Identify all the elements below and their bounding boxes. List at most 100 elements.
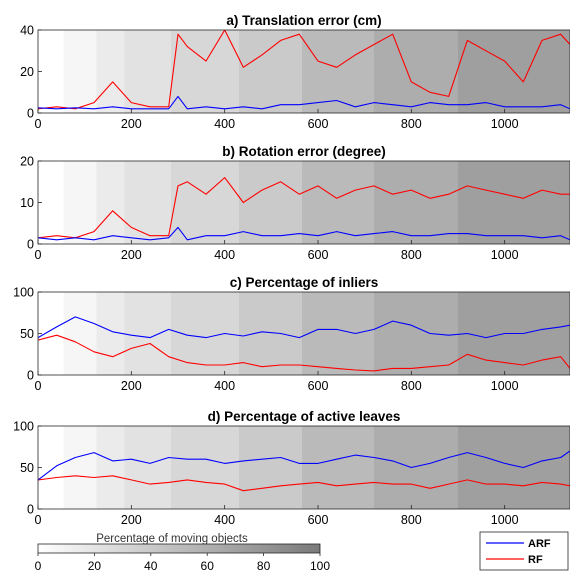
chart-b-band (374, 161, 458, 244)
chart-d-background-bands (38, 426, 570, 509)
chart-d-xtick-label: 800 (401, 513, 422, 527)
chart-a-rf-line (38, 30, 570, 110)
chart-d-band (458, 426, 570, 509)
chart-b-rf-line (38, 177, 570, 239)
chart-a-translation-error: 0 200 400 600 800 1000 0 20 40 a) Translation er… (20, 13, 570, 131)
chart-d-percentage-active-leaves: 0 200 400 600 800 1000 0 50 100 d) Percentage of… (13, 409, 570, 527)
chart-d-frame (37, 425, 570, 510)
chart-c-band (63, 292, 97, 375)
chart-c-xtick-label: 400 (214, 379, 235, 393)
chart-b-xtick-label: 800 (401, 248, 422, 262)
chart-a-xtick-label: 600 (308, 117, 329, 131)
colorbar-tick-label: 60 (201, 559, 215, 573)
chart-a-arf-line (38, 95, 570, 110)
chart-b-ytick-label: 10 (20, 196, 34, 210)
chart-a-band (301, 30, 374, 113)
chart-b-band (301, 161, 374, 244)
chart-b-ticks: 0 200 400 600 800 1000 0 10 20 (20, 155, 519, 263)
chart-b-frame (37, 160, 570, 245)
chart-a-band (38, 30, 64, 113)
colorbar-gradient (37, 543, 321, 554)
chart-a-ytick-label: 0 (27, 107, 34, 121)
legend-box (479, 531, 569, 571)
chart-b-band (38, 161, 64, 244)
chart-d-band (38, 426, 64, 509)
chart-c-ticks: 0 200 400 600 800 1000 0 50 100 (13, 286, 518, 394)
chart-c-xtick-label: 800 (401, 379, 422, 393)
chart-c-band (301, 292, 374, 375)
chart-c-arf-line (38, 316, 570, 339)
colorbar-tick-label: 100 (310, 559, 330, 573)
chart-d-series (38, 450, 570, 492)
chart-a-ytick-label: 20 (20, 65, 34, 79)
chart-c-title: c) Percentage of inliers (230, 275, 379, 290)
chart-d-band (171, 426, 239, 509)
chart-a-frame (37, 29, 570, 114)
chart-d-title: d) Percentage of active leaves (208, 409, 401, 424)
chart-b-band (63, 161, 97, 244)
colorbar-tick-label: 20 (88, 559, 102, 573)
chart-d-band (124, 426, 171, 509)
legend: ARF RF (479, 531, 569, 571)
chart-c-xtick-label: 1000 (491, 379, 519, 393)
legend-arf-label: ARF (528, 538, 551, 550)
chart-a-series (38, 30, 570, 110)
chart-c-band (124, 292, 171, 375)
chart-c-series (38, 316, 570, 372)
chart-b-background-bands (38, 161, 570, 244)
chart-a-band (124, 30, 171, 113)
chart-a-ytick-label: 40 (20, 24, 34, 38)
chart-a-xtick-label: 200 (121, 117, 142, 131)
chart-a-ticks: 0 200 400 600 800 1000 0 20 40 (20, 24, 519, 132)
chart-a-band (63, 30, 97, 113)
chart-b-band (124, 161, 171, 244)
chart-c-frame (37, 291, 570, 376)
chart-b-title: b) Rotation error (degree) (222, 144, 386, 159)
chart-d-xtick-label: 0 (35, 513, 42, 527)
chart-d-xtick-label: 400 (214, 513, 235, 527)
chart-a-band (96, 30, 125, 113)
chart-b-xtick-label: 600 (308, 248, 329, 262)
chart-b-band (96, 161, 125, 244)
chart-b-xtick-label: 200 (121, 248, 142, 262)
chart-b-ytick-label: 0 (27, 238, 34, 252)
chart-c-ytick-label: 100 (13, 286, 34, 300)
legend-rf-label: RF (528, 554, 543, 566)
chart-c-band (38, 292, 64, 375)
chart-c-xtick-label: 600 (308, 379, 329, 393)
chart-d-band (301, 426, 374, 509)
chart-a-xtick-label: 1000 (491, 117, 519, 131)
chart-a-background-bands (38, 30, 570, 113)
chart-d-xtick-label: 600 (308, 513, 329, 527)
chart-d-ytick-label: 0 (27, 503, 34, 517)
chart-b-band (458, 161, 570, 244)
colorbar-tick-label: 40 (144, 559, 158, 573)
colorbar-title: Percentage of moving objects (96, 533, 248, 545)
chart-c-xtick-label: 0 (35, 379, 42, 393)
chart-b-xtick-label: 400 (214, 248, 235, 262)
chart-b-band (171, 161, 239, 244)
colorbar-tick-label: 0 (35, 559, 42, 573)
chart-d-ticks: 0 200 400 600 800 1000 0 50 100 (13, 420, 518, 528)
chart-d-arf-line (38, 450, 570, 481)
chart-d-ytick-label: 50 (20, 461, 34, 475)
chart-b-xtick-label: 0 (35, 248, 42, 262)
chart-d-band (63, 426, 97, 509)
chart-a-band (238, 30, 302, 113)
chart-d-band (374, 426, 458, 509)
colorbar: Percentage of moving objects 0 20 40 60 80 10… (35, 533, 331, 573)
chart-b-rotation-error: 0 200 400 600 800 1000 0 10 20 b) Rotation error… (20, 144, 570, 262)
chart-a-title: a) Translation error (cm) (226, 13, 381, 28)
chart-c-background-bands (38, 292, 570, 375)
chart-c-percentage-inliers: 0 200 400 600 800 1000 0 50 100 c) Percentage of… (13, 275, 570, 393)
chart-b-band (238, 161, 302, 244)
chart-b-arf-line (38, 226, 570, 241)
chart-d-ytick-label: 100 (13, 420, 34, 434)
chart-d-xtick-label: 200 (121, 513, 142, 527)
chart-d-xtick-label: 1000 (491, 513, 519, 527)
chart-d-band (96, 426, 125, 509)
chart-c-ytick-label: 50 (20, 327, 34, 341)
chart-c-band (238, 292, 302, 375)
chart-c-ytick-label: 0 (27, 369, 34, 383)
chart-c-xtick-label: 200 (121, 379, 142, 393)
